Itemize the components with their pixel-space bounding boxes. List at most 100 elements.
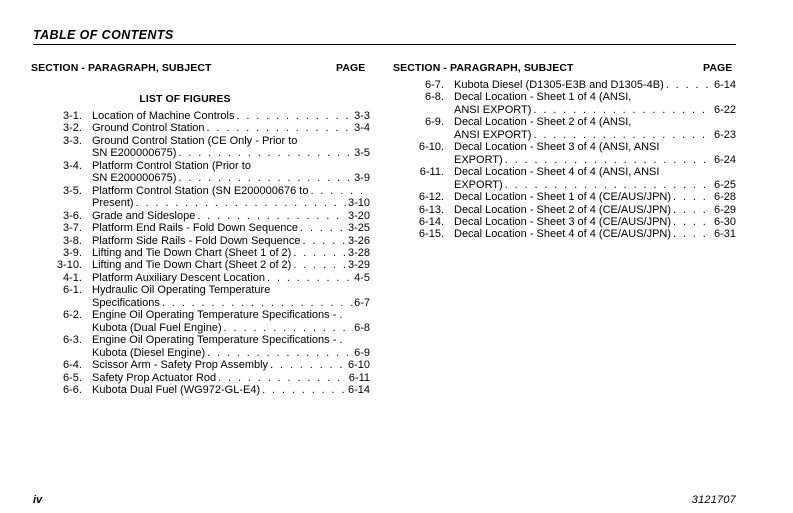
figure-number: 3-10. [56, 259, 82, 272]
dot-leader: . . . . . . . . . . . . [267, 271, 353, 284]
figure-number: 6-12. [418, 191, 444, 204]
figure-entry[interactable]: 6-3. Engine Oil Operating Temperature Spe… [31, 334, 391, 359]
figure-body: Decal Location - Sheet 3 of 4 (ANSI, ANS… [454, 141, 736, 166]
figure-page-number: 3-29 [347, 259, 370, 272]
figure-entry[interactable]: 6-11. Decal Location - Sheet 4 of 4 (ANSI… [393, 166, 753, 191]
header-divider [33, 44, 736, 45]
figure-title: SN E200000675) [92, 172, 177, 185]
figure-entry[interactable]: 6-8. Decal Location - Sheet 1 of 4 (ANSI,… [393, 91, 753, 116]
figure-title-line: Decal Location - Sheet 3 of 4 (CE/AUS/JP… [454, 216, 736, 228]
figure-entry[interactable]: 6-5. Safety Prop Actuator Rod. . . . . . … [31, 372, 391, 384]
figure-entry[interactable]: 3-2. Ground Control Station. . . . . . . … [31, 122, 391, 134]
figure-entry[interactable]: 6-12. Decal Location - Sheet 1 of 4 (CE/A… [393, 191, 753, 203]
figure-entry[interactable]: 6-9. Decal Location - Sheet 2 of 4 (ANSI,… [393, 116, 753, 141]
figure-page-number: 6-11 [348, 371, 370, 384]
figure-entry[interactable]: 3-10. Lifting and Tie Down Chart (Sheet 2… [31, 259, 391, 271]
figure-title: Location of Machine Controls [92, 110, 235, 122]
figure-entry[interactable]: 6-13. Decal Location - Sheet 2 of 4 (CE/A… [393, 204, 753, 216]
figure-body: Decal Location - Sheet 1 of 4 (CE/AUS/JP… [454, 191, 736, 203]
figure-title: ANSI EXPORT) [454, 103, 532, 116]
figure-entry[interactable]: 6-7. Kubota Diesel (D1305-E3B and D1305-4… [393, 79, 753, 91]
figure-title: Platform End Rails - Fold Down Sequence [92, 222, 299, 235]
figure-number: 6-10. [418, 141, 444, 154]
figure-body: Kubota Dual Fuel (WG972-GL-E4). . . . . … [92, 384, 370, 396]
figure-title-line: Decal Location - Sheet 4 of 4 (CE/AUS/JP… [454, 228, 736, 240]
figure-title-line: Decal Location - Sheet 1 of 4 (ANSI, [454, 91, 736, 103]
figure-number: 3-9. [63, 246, 82, 259]
figure-title-line: Engine Oil Operating Temperature Specifi… [92, 309, 370, 321]
figure-entry[interactable]: 6-10. Decal Location - Sheet 3 of 4 (ANSI… [393, 141, 753, 166]
figure-body: Lifting and Tie Down Chart (Sheet 1 of 2… [92, 247, 370, 259]
figure-page-number: 6-29 [713, 203, 736, 216]
figure-body: Grade and Sideslope. . . . . . . . . . .… [92, 210, 370, 222]
figure-number: 6-3. [63, 334, 82, 347]
figure-entry[interactable]: 3-7. Platform End Rails - Fold Down Seque… [31, 222, 391, 234]
figure-entry[interactable]: 3-6. Grade and Sideslope. . . . . . . . .… [31, 210, 391, 222]
toc-header: TABLE OF CONTENTS [33, 27, 736, 45]
figure-entry[interactable]: 6-6. Kubota Dual Fuel (WG972-GL-E4). . . … [31, 384, 391, 396]
figure-title: Decal Location - Sheet 3 of 4 (ANSI, ANS… [454, 141, 660, 154]
figure-page-number: 6-23 [713, 128, 736, 141]
figure-title: Decal Location - Sheet 4 of 4 (ANSI, ANS… [454, 166, 660, 179]
left-figure-list: 3-1. Location of Machine Controls. . . . … [31, 110, 391, 396]
document-number: 3121707 [691, 494, 736, 506]
figure-title-line: Platform End Rails - Fold Down Sequence.… [92, 222, 370, 234]
figure-body: Decal Location - Sheet 1 of 4 (ANSI, ANSI… [454, 91, 736, 116]
figure-title: Decal Location - Sheet 1 of 4 (ANSI, [454, 91, 632, 104]
figure-body: Engine Oil Operating Temperature Specifi… [92, 334, 370, 359]
figure-title-line: Grade and Sideslope. . . . . . . . . . .… [92, 210, 370, 222]
figure-entry[interactable]: 3-9. Lifting and Tie Down Chart (Sheet 1 … [31, 247, 391, 259]
figure-number: 3-2. [63, 122, 82, 135]
figure-number: 6-8. [425, 91, 444, 104]
figure-title-continuation: ANSI EXPORT). . . . . . . . . . . . . . … [454, 129, 736, 141]
figure-entry[interactable]: 4-1. Platform Auxiliary Descent Location.… [31, 272, 391, 284]
figure-page-number: 3-20 [347, 209, 370, 222]
figure-number: 6-15. [418, 228, 444, 241]
figure-title-line: Kubota Dual Fuel (WG972-GL-E4). . . . . … [92, 384, 370, 396]
figure-body: Ground Control Station (CE Only - Prior … [92, 135, 370, 160]
figure-entry[interactable]: 3-1. Location of Machine Controls. . . . … [31, 110, 391, 122]
right-column-header: SECTION - PARAGRAPH, SUBJECT PAGE [393, 62, 753, 79]
figure-title: Lifting and Tie Down Chart (Sheet 1 of 2… [92, 246, 292, 259]
figure-entry[interactable]: 3-4. Platform Control Station (Prior to SN… [31, 160, 391, 185]
figure-title-line: Platform Auxiliary Descent Location. . .… [92, 272, 370, 284]
figure-entry[interactable]: 6-1. Hydraulic Oil Operating Temperature S… [31, 284, 391, 309]
figure-title: Platform Side Rails - Fold Down Sequence [92, 234, 301, 247]
figure-title: Ground Control Station [92, 122, 205, 135]
figure-title-continuation: Present). . . . . . . . . . . . . . . . … [92, 197, 370, 209]
figure-body: Platform End Rails - Fold Down Sequence.… [92, 222, 370, 234]
figure-body: Decal Location - Sheet 4 of 4 (CE/AUS/JP… [454, 228, 736, 240]
figure-title-continuation: Kubota (Dual Fuel Engine). . . . . . . .… [92, 322, 370, 334]
figure-body: Hydraulic Oil Operating Temperature Speci… [92, 284, 370, 309]
figure-title-line: Lifting and Tie Down Chart (Sheet 1 of 2… [92, 247, 370, 259]
figure-entry[interactable]: 6-4. Scissor Arm - Safety Prop Assembly. … [31, 359, 391, 371]
figure-page-number: 6-14 [713, 79, 736, 91]
figure-title-continuation: Specifications. . . . . . . . . . . . . … [92, 297, 370, 309]
figure-title: Platform Control Station (SN E200000676 … [92, 184, 309, 197]
figure-entry[interactable]: 6-15. Decal Location - Sheet 4 of 4 (CE/A… [393, 228, 753, 240]
dot-leader: . . . . . . . [310, 184, 369, 197]
figure-entry[interactable]: 6-14. Decal Location - Sheet 3 of 4 (CE/A… [393, 216, 753, 228]
figure-title-line: Kubota Diesel (D1305-E3B and D1305-4B). … [454, 79, 736, 91]
figure-title-line: Hydraulic Oil Operating Temperature [92, 284, 370, 296]
figure-page-number: 6-9 [354, 346, 370, 359]
dot-leader: . . . . [673, 203, 708, 216]
dot-leader: . . . . . . . . . . . . . . . . . . . . … [207, 346, 353, 359]
figure-entry[interactable]: 3-3. Ground Control Station (CE Only - Pr… [31, 135, 391, 160]
figure-entry[interactable]: 3-5. Platform Control Station (SN E200000… [31, 185, 391, 210]
figure-page-number: 4-5 [354, 271, 370, 284]
dot-leader: . . . . . . . . . . . . . . . . . . . . … [161, 296, 353, 309]
figure-title: Kubota Dual Fuel (WG972-GL-E4) [92, 383, 261, 396]
figure-number: 3-5. [63, 184, 82, 197]
figure-entry[interactable]: 6-2. Engine Oil Operating Temperature Spe… [31, 309, 391, 334]
dot-leader: . . . . [673, 228, 708, 241]
figure-title-line: Decal Location - Sheet 3 of 4 (ANSI, ANS… [454, 141, 736, 153]
figure-body: Decal Location - Sheet 3 of 4 (CE/AUS/JP… [454, 216, 736, 228]
dot-leader: . . . . . [302, 234, 347, 247]
figure-entry[interactable]: 3-8. Platform Side Rails - Fold Down Sequ… [31, 235, 391, 247]
figure-title: Platform Control Station (Prior to [92, 159, 251, 172]
dot-leader: . . . . . [300, 222, 345, 235]
dot-leader: . . . . . . . . . . . . . . . . . . . . [223, 321, 353, 334]
dot-leader: . . . . . . . . . . . . . . . . . . . . … [533, 103, 713, 116]
figure-title: Scissor Arm - Safety Prop Assembly [92, 359, 269, 372]
